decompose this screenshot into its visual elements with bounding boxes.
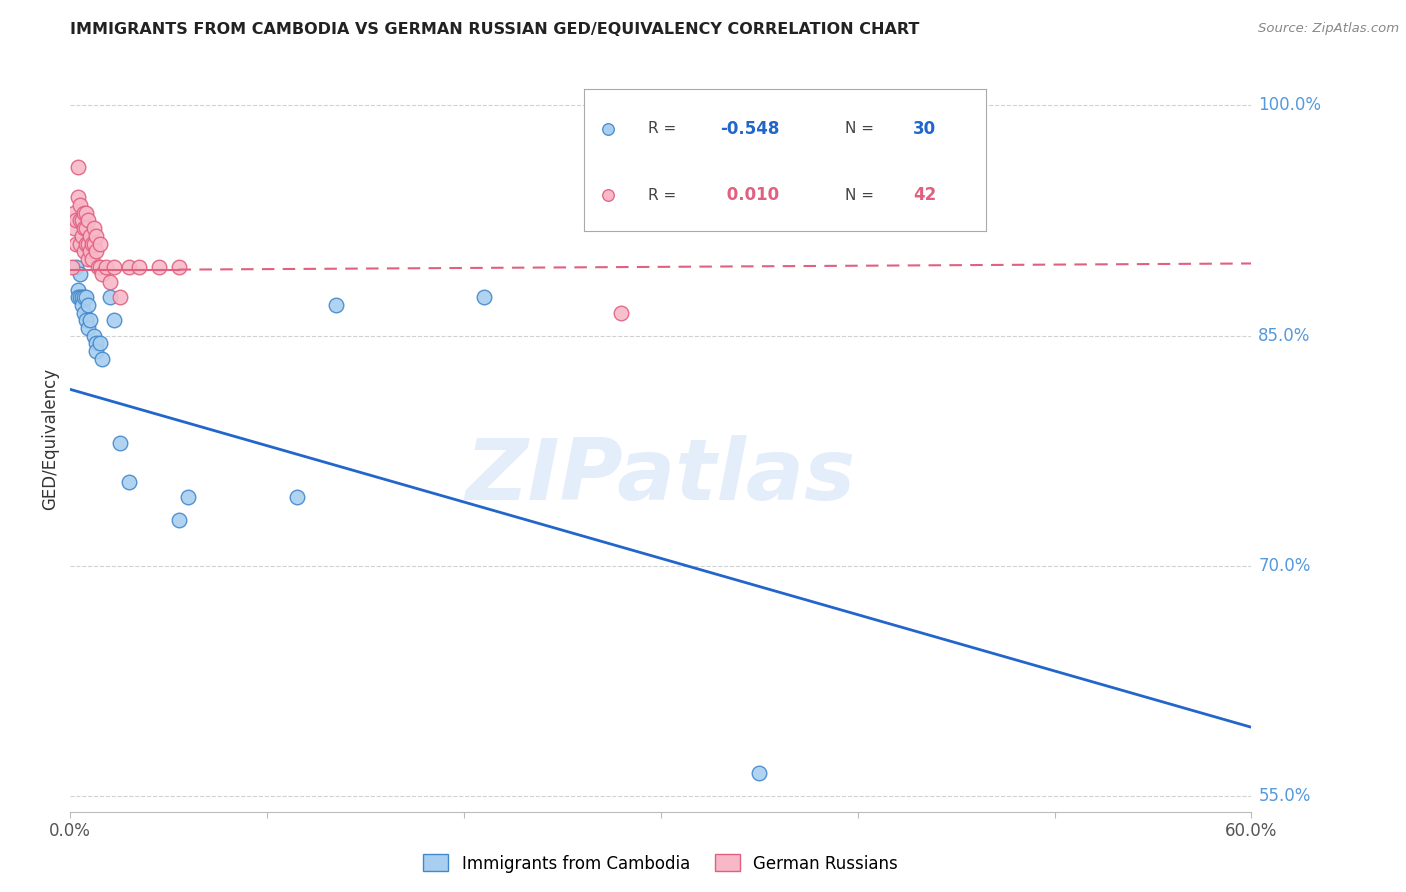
Point	[325, 298, 347, 312]
Point	[108, 436, 131, 450]
Text: 100.0%: 100.0%	[1258, 96, 1322, 114]
Text: 55.0%: 55.0%	[1258, 788, 1310, 805]
Text: IMMIGRANTS FROM CAMBODIA VS GERMAN RUSSIAN GED/EQUIVALENCY CORRELATION CHART: IMMIGRANTS FROM CAMBODIA VS GERMAN RUSSI…	[70, 22, 920, 37]
Point	[77, 298, 100, 312]
Point	[75, 236, 97, 251]
Point	[60, 260, 83, 274]
Point	[69, 213, 91, 227]
Point	[63, 206, 86, 220]
Point	[67, 190, 90, 204]
Point	[94, 260, 117, 274]
Point	[69, 290, 91, 304]
Point	[84, 336, 107, 351]
Point	[75, 221, 97, 235]
Y-axis label: GED/Equivalency: GED/Equivalency	[41, 368, 59, 510]
Point	[103, 313, 125, 327]
Point	[77, 321, 100, 335]
Point	[83, 236, 105, 251]
Point	[73, 305, 96, 319]
Point	[80, 252, 103, 266]
Point	[75, 313, 97, 327]
Point	[67, 283, 90, 297]
Point	[70, 213, 93, 227]
Point	[79, 228, 101, 243]
Point	[108, 290, 131, 304]
Point	[73, 221, 96, 235]
Point	[75, 206, 97, 220]
Text: ZIPatlas: ZIPatlas	[465, 435, 856, 518]
Point	[90, 351, 112, 366]
Point	[118, 260, 141, 274]
Point	[63, 221, 86, 235]
Point	[177, 490, 200, 504]
Point	[610, 305, 633, 319]
Point	[70, 298, 93, 312]
Point	[148, 260, 170, 274]
Point	[128, 260, 150, 274]
Point	[73, 290, 96, 304]
Point	[98, 290, 121, 304]
Point	[73, 206, 96, 220]
Point	[65, 213, 87, 227]
Point	[77, 213, 100, 227]
Point	[118, 475, 141, 489]
Point	[69, 267, 91, 281]
Point	[89, 260, 111, 274]
Point	[79, 244, 101, 259]
Point	[90, 267, 112, 281]
Point	[70, 228, 93, 243]
Point	[103, 260, 125, 274]
Point	[84, 244, 107, 259]
Point	[80, 236, 103, 251]
Point	[472, 290, 495, 304]
Point	[69, 198, 91, 212]
Point	[167, 513, 190, 527]
Text: 70.0%: 70.0%	[1258, 557, 1310, 575]
Point	[83, 328, 105, 343]
Text: 85.0%: 85.0%	[1258, 326, 1310, 344]
Point	[75, 290, 97, 304]
Point	[87, 260, 110, 274]
Point	[1161, 858, 1184, 872]
Point	[89, 336, 111, 351]
Point	[167, 260, 190, 274]
Text: Source: ZipAtlas.com: Source: ZipAtlas.com	[1258, 22, 1399, 36]
Point	[67, 290, 90, 304]
Point	[65, 260, 87, 274]
Point	[70, 290, 93, 304]
Point	[89, 236, 111, 251]
Point	[77, 252, 100, 266]
Point	[73, 244, 96, 259]
Point	[65, 236, 87, 251]
Point	[84, 228, 107, 243]
Point	[79, 313, 101, 327]
Legend: Immigrants from Cambodia, German Russians: Immigrants from Cambodia, German Russian…	[416, 847, 905, 880]
Point	[84, 344, 107, 359]
Point	[98, 275, 121, 289]
Point	[748, 766, 770, 780]
Point	[77, 236, 100, 251]
Point	[67, 160, 90, 174]
Point	[285, 490, 308, 504]
Point	[69, 236, 91, 251]
Point	[83, 221, 105, 235]
